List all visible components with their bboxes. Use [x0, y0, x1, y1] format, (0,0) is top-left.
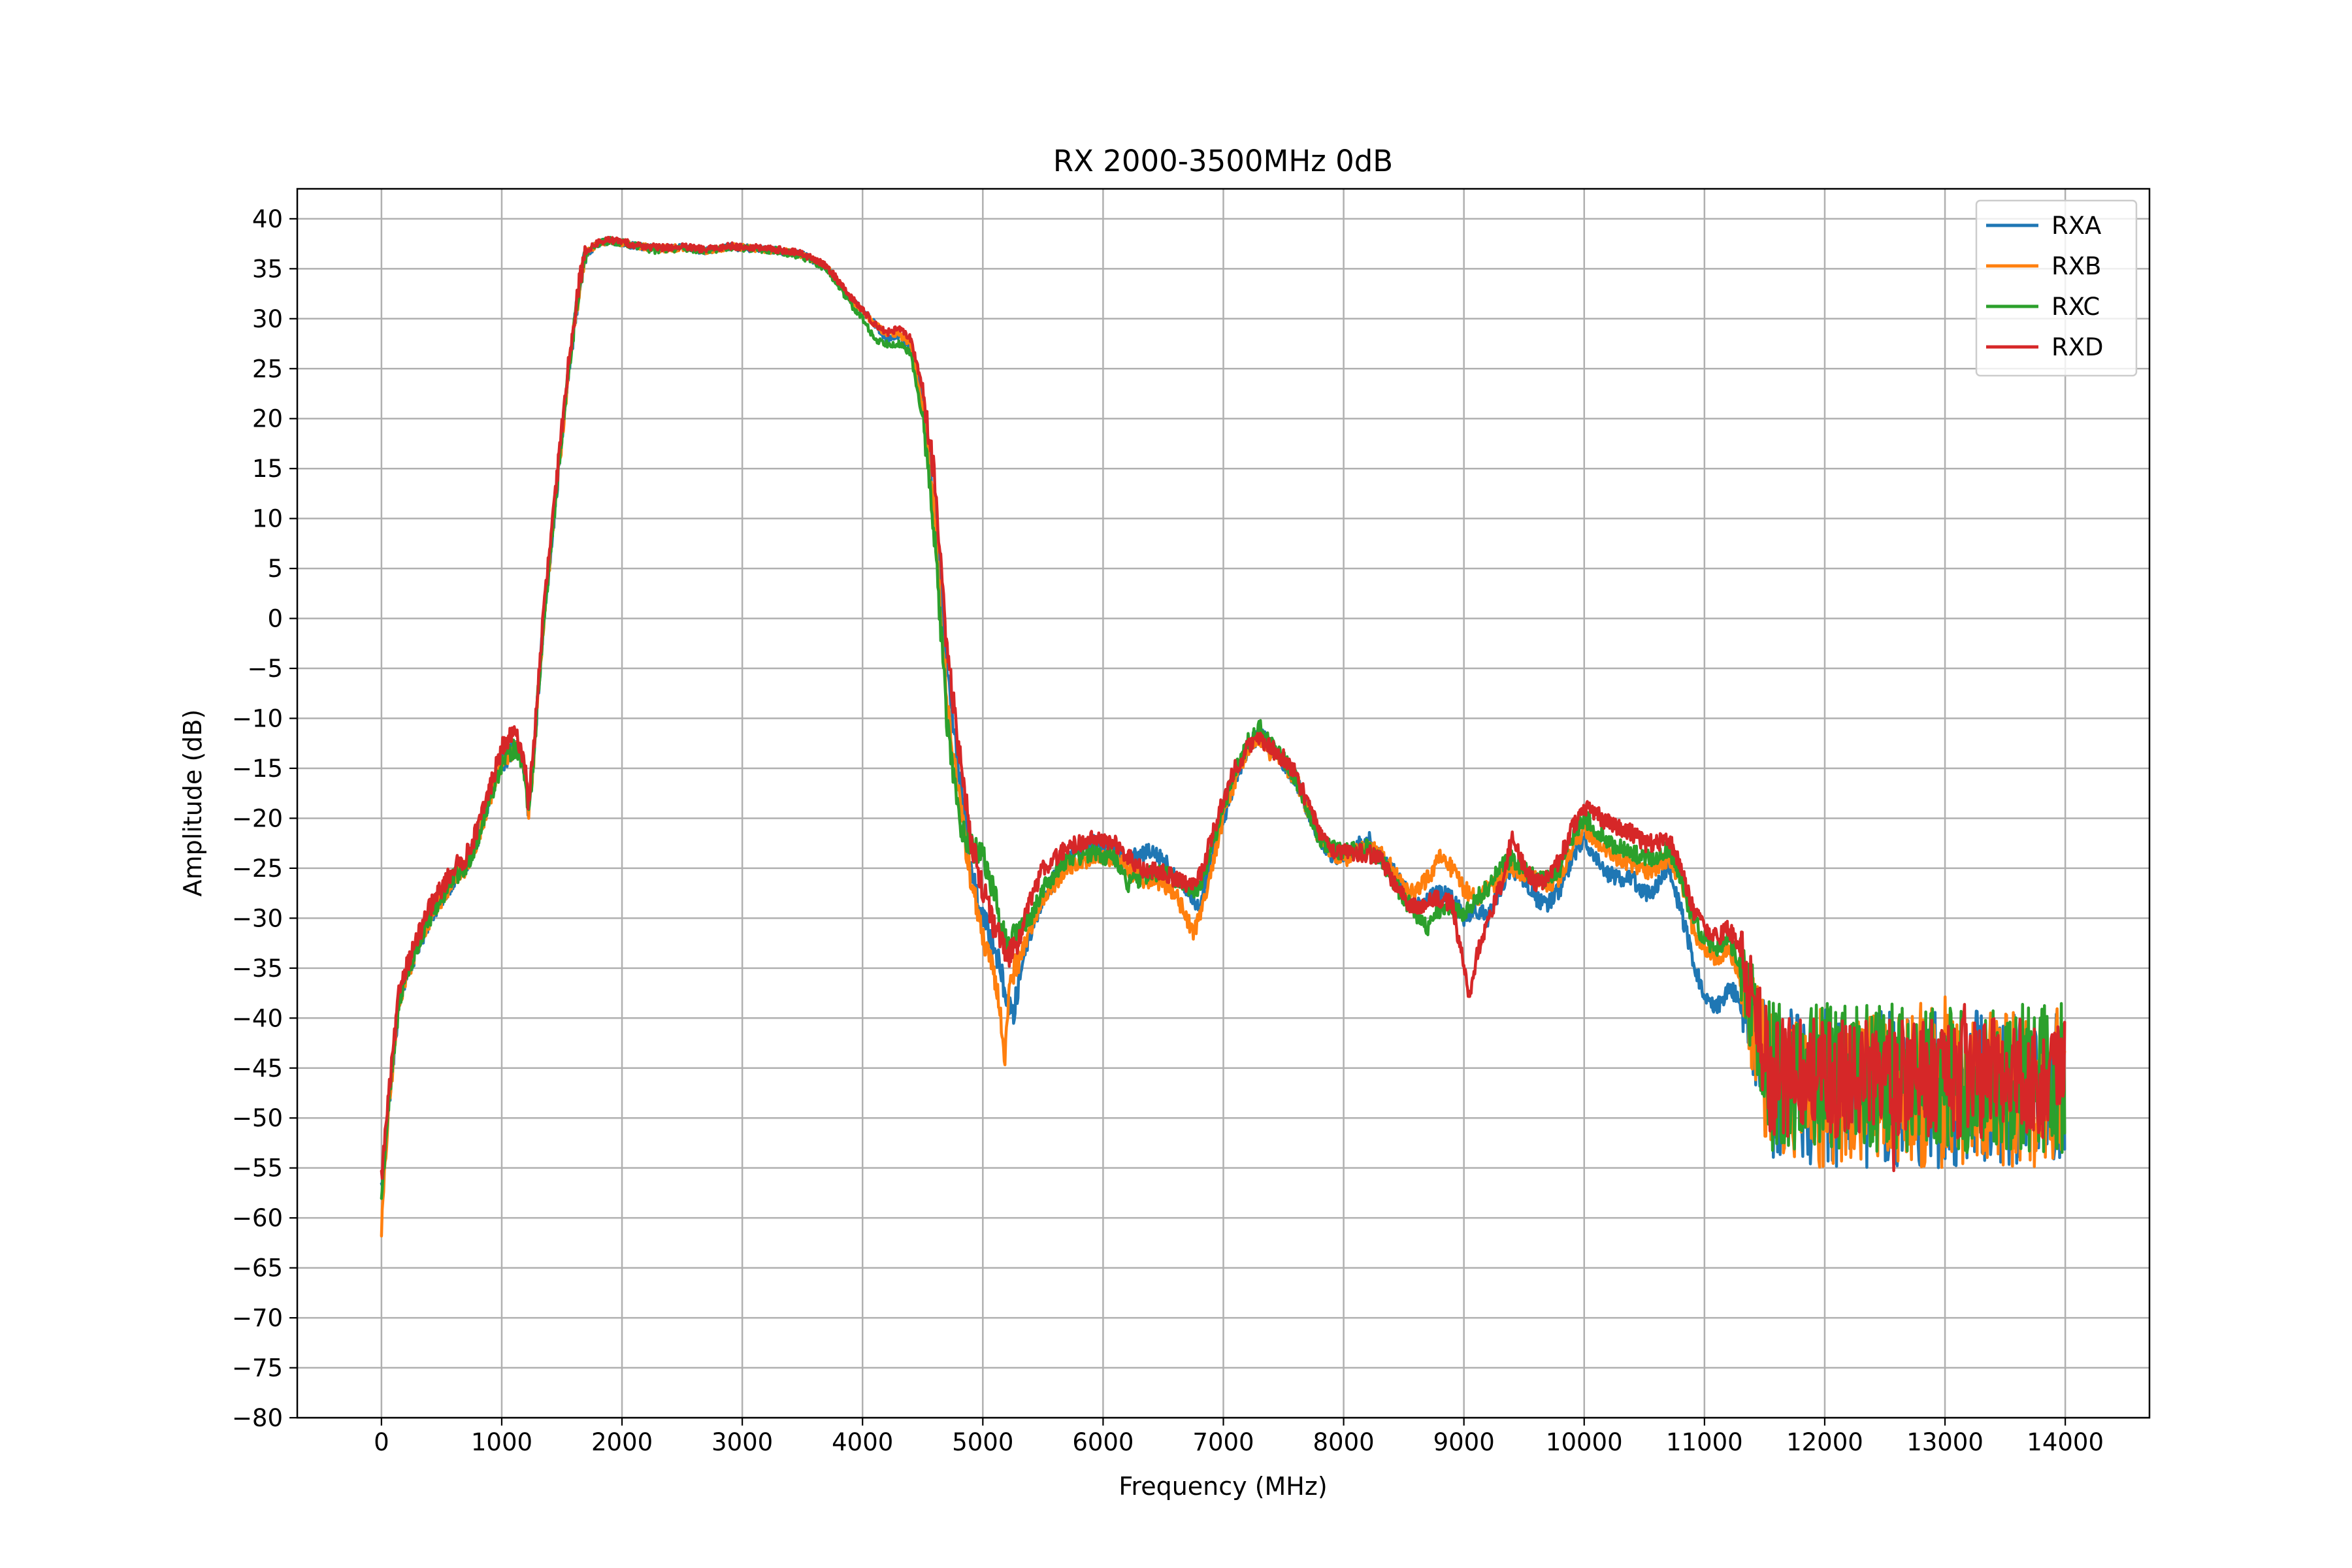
y-tick-label: 20 [252, 405, 283, 433]
x-axis: 0 1000 2000 3000 4000 5000 6000 7000 8000 9000 100… [374, 1418, 2104, 1456]
y-tick-label: 0 [267, 605, 283, 633]
y-tick-label: −10 [232, 705, 283, 733]
legend-box [1975, 199, 2138, 377]
x-tick-label: 11000 [1666, 1428, 1743, 1456]
x-tick-label: 2000 [591, 1428, 653, 1456]
x-tick-label: 3000 [711, 1428, 773, 1456]
x-tick-label: 5000 [952, 1428, 1013, 1456]
y-tick-label: −15 [232, 755, 283, 783]
y-tick-label: −40 [232, 1004, 283, 1032]
y-tick-label: 15 [252, 455, 283, 483]
plot-frame [296, 188, 2151, 1419]
y-tick-label: 10 [252, 505, 283, 533]
chart-title: RX 2000-3500MHz 0dB [1053, 144, 1393, 178]
y-tick-label: −45 [232, 1054, 283, 1083]
y-axis-label: Amplitude (dB) [178, 710, 207, 897]
y-tick-label: 40 [252, 205, 283, 233]
series-layer [380, 235, 2066, 1238]
y-tick-label: −70 [232, 1304, 283, 1332]
legend: RXA RXB RXC RXD [1975, 199, 2138, 377]
y-tick-label: −20 [232, 804, 283, 832]
y-tick-label: −80 [232, 1404, 283, 1432]
y-tick-label: −50 [232, 1104, 283, 1132]
y-tick-label: −55 [232, 1154, 283, 1183]
x-tick-label: 13000 [1906, 1428, 1984, 1456]
y-tick-label: 35 [252, 255, 283, 283]
y-tick-label: −30 [232, 904, 283, 932]
y-axis: 40 35 30 25 20 15 10 5 0 −5 −10 −15 −20 −25 −30 −35 −40 −… [232, 205, 297, 1432]
legend-label-rxd: RXD [2051, 333, 2104, 361]
y-tick-label: −75 [232, 1354, 283, 1382]
x-tick-label: 8000 [1313, 1428, 1375, 1456]
y-tick-label: −65 [232, 1254, 283, 1282]
y-tick-label: −60 [232, 1204, 283, 1232]
y-tick-label: −25 [232, 855, 283, 883]
legend-label-rxc: RXC [2051, 293, 2100, 321]
x-tick-label: 6000 [1072, 1428, 1134, 1456]
y-tick-label: 30 [252, 305, 283, 333]
y-tick-label: 5 [267, 555, 283, 583]
x-tick-label: 1000 [471, 1428, 532, 1456]
y-tick-label: −5 [247, 655, 283, 683]
y-tick-label: −35 [232, 955, 283, 983]
x-tick-label: 10000 [1546, 1428, 1623, 1456]
series-line-rxd [380, 235, 2066, 1180]
x-tick-label: 4000 [832, 1428, 893, 1456]
legend-label-rxa: RXA [2051, 212, 2101, 240]
y-tick-label: 25 [252, 355, 283, 383]
grid [297, 189, 2149, 1419]
legend-label-rxb: RXB [2051, 252, 2101, 280]
x-tick-label: 0 [374, 1428, 389, 1456]
x-axis-label: Frequency (MHz) [1119, 1472, 1327, 1501]
x-tick-label: 12000 [1786, 1428, 1863, 1456]
x-tick-label: 7000 [1192, 1428, 1254, 1456]
x-tick-label: 14000 [2027, 1428, 2104, 1456]
x-tick-label: 9000 [1433, 1428, 1495, 1456]
